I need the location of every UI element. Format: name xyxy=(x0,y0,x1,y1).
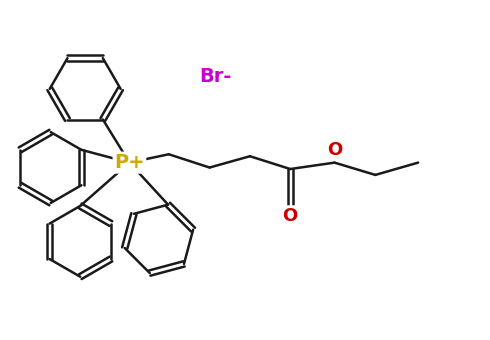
Text: P+: P+ xyxy=(114,153,145,172)
Text: Br-: Br- xyxy=(199,67,232,86)
Text: O: O xyxy=(283,207,298,225)
Text: O: O xyxy=(327,141,342,159)
